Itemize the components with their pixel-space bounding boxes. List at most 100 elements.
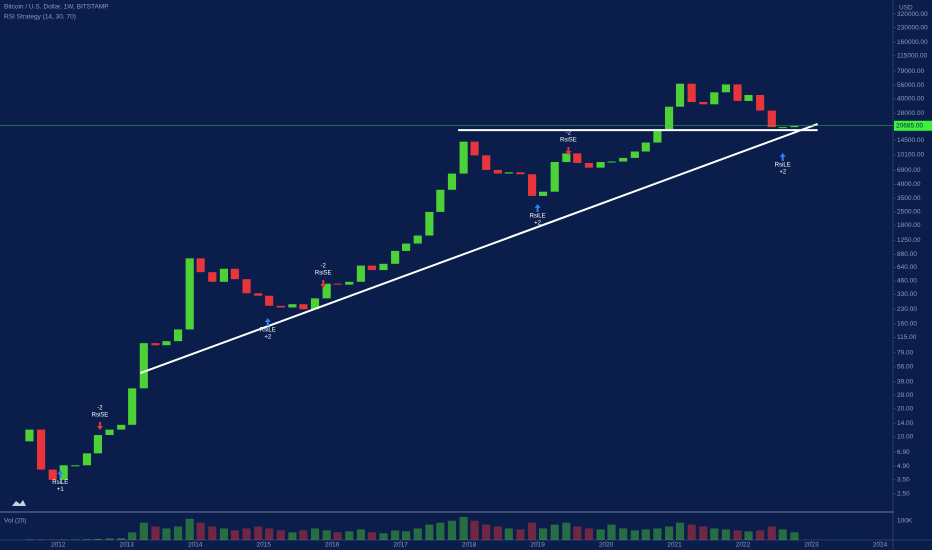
candle-body [151, 343, 160, 346]
volume-bar [425, 524, 434, 540]
indicator-title: RSI Strategy (14, 30, 70) [4, 14, 76, 21]
logo [12, 500, 26, 506]
candle-body [744, 94, 753, 101]
candle-body [436, 189, 445, 212]
volume-bar [208, 526, 217, 540]
volume-bar [733, 530, 742, 540]
x-tick-label: 2012 [51, 542, 66, 549]
candle-body [710, 92, 719, 105]
candle-body [573, 153, 582, 163]
candle-body [653, 129, 662, 143]
volume-bar [493, 526, 502, 540]
volume-bar [105, 538, 114, 540]
candle-body [219, 268, 229, 282]
volume-bar [276, 530, 285, 540]
annotation-label: RsiLE [530, 214, 546, 220]
candle-body [288, 304, 297, 308]
candle-body [59, 465, 68, 480]
y-tick-label: 4900.00 [897, 181, 921, 188]
volume-bar [470, 520, 479, 540]
volume-bar [402, 531, 411, 540]
volume-bar [516, 529, 525, 540]
y-tick-label: 330.00 [897, 291, 917, 298]
currency-label: USD [899, 5, 913, 12]
volume-bar [151, 526, 160, 540]
short-arrow [96, 421, 103, 430]
volume-bar [459, 516, 468, 540]
y-tick-label: 79.00 [897, 349, 914, 356]
x-tick-label: 2021 [667, 542, 682, 549]
y-tick-label: 160.00 [897, 321, 917, 328]
y-tick-label: 115000.00 [897, 53, 928, 60]
candle-body [356, 265, 365, 282]
annotation-label: RsiSE [315, 271, 332, 277]
candle-body [276, 305, 285, 308]
volume-bar [699, 526, 708, 540]
volume-bar [310, 528, 320, 540]
candle-body [675, 83, 685, 107]
volume-bar [322, 530, 331, 540]
volume-bar [367, 532, 376, 540]
candle-body [619, 157, 628, 162]
y-tick-label: 10.00 [897, 434, 914, 441]
candle-body [413, 235, 422, 244]
candle-body [230, 268, 239, 280]
candle-body [607, 161, 616, 163]
candle-body [550, 162, 559, 192]
y-tick-label: 640.00 [897, 264, 917, 271]
candle-body [402, 243, 411, 251]
candle-body [242, 279, 251, 294]
volume-bar [93, 538, 103, 540]
volume-bar [242, 528, 251, 540]
candle-body [538, 191, 548, 196]
volume-bar [550, 524, 559, 540]
candle-body [447, 173, 457, 190]
volume-bar [596, 529, 605, 540]
annotation-label: +2 [779, 170, 787, 176]
y-tick-label: 56000.00 [897, 82, 924, 89]
volume-bar [25, 539, 34, 540]
volume-bar [265, 528, 274, 540]
volume-bar [391, 530, 400, 540]
annotation-label: +2 [534, 221, 542, 227]
y-tick-label: 3.50 [897, 477, 910, 484]
candle-body [25, 429, 34, 442]
candle-body [687, 83, 696, 103]
volume-bar [790, 532, 799, 540]
candle-body [504, 172, 513, 174]
candle-body [470, 141, 479, 156]
y-tick-label: 20.00 [897, 405, 914, 412]
x-tick-label: 2018 [462, 542, 477, 549]
y-tick-label: 320000.00 [897, 11, 928, 18]
candle-body [185, 258, 194, 330]
y-tick-label: 79000.00 [897, 68, 924, 75]
volume-bar [641, 529, 650, 540]
candle-body [265, 295, 274, 306]
candle-body [333, 283, 342, 285]
volume-bar [230, 530, 239, 540]
y-tick-label: 14500.00 [897, 137, 924, 144]
volume-bar [254, 526, 263, 540]
volume-bar [379, 533, 388, 540]
candle-body [48, 469, 57, 480]
candle-body [196, 258, 205, 273]
y-tick-label: 6900.00 [897, 167, 921, 174]
candle-body [790, 125, 799, 128]
volume-bar [528, 522, 537, 540]
volume-bar [504, 528, 513, 540]
candle-body [459, 141, 468, 174]
volume-bar [767, 526, 776, 540]
volume-bar [538, 528, 548, 540]
y-tick-label: 1800.00 [897, 222, 921, 229]
long-arrow [264, 318, 271, 327]
volume-bar [139, 522, 148, 540]
volume-bar [721, 529, 730, 540]
volume-bar [687, 524, 696, 540]
y-tick-label: 56.00 [897, 364, 914, 371]
candle-body [162, 341, 171, 346]
volume-bar [619, 528, 628, 540]
candle-body [493, 169, 502, 174]
volume-bar [345, 531, 354, 540]
